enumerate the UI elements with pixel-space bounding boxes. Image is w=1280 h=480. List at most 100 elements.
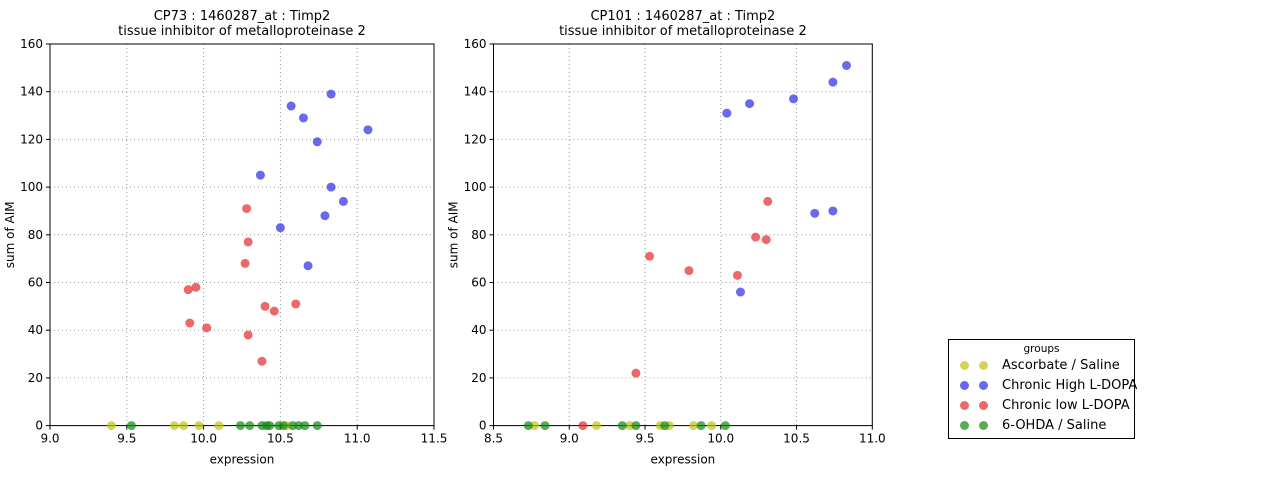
x-tick-label: 9.5 — [635, 432, 654, 446]
scatter-point — [720, 421, 730, 431]
scatter-point — [275, 223, 285, 233]
scatter-point — [202, 323, 212, 333]
scatter-point — [523, 421, 533, 431]
y-tick-label: 120 — [20, 132, 43, 146]
plot-title-line2: tissue inhibitor of metalloproteinase 2 — [559, 24, 807, 39]
scatter-point — [326, 182, 336, 192]
scatter-point — [578, 421, 588, 431]
legend-marker-icon — [960, 420, 969, 430]
x-tick-label: 10.0 — [190, 432, 217, 446]
y-tick-label: 140 — [464, 85, 487, 99]
x-tick-label: 9.0 — [560, 432, 579, 446]
scatter-point — [269, 306, 279, 316]
legend-marker-icon — [960, 380, 969, 390]
scatter-point — [631, 421, 641, 431]
scatter-point — [745, 99, 755, 109]
scatter-point — [191, 282, 201, 292]
scatter-point — [260, 301, 270, 311]
scatter-point — [789, 94, 799, 104]
legend-entry-label: 6-OHDA / Saline — [1002, 417, 1107, 433]
scatter-point — [300, 421, 310, 431]
scatter-point — [696, 421, 706, 431]
scatter-point — [185, 318, 195, 328]
y-tick-label: 0 — [479, 419, 487, 433]
scatter-point — [312, 137, 322, 147]
y-tick-label: 60 — [471, 276, 486, 290]
scatter-point — [751, 232, 761, 242]
y-tick-label: 20 — [471, 371, 486, 385]
legend-entry: 6-OHDA / Saline — [949, 415, 1134, 435]
legend-entry: Chronic low L-DOPA — [949, 395, 1134, 415]
legend: groups Ascorbate / Saline Chronic High L-… — [948, 339, 1138, 439]
scatter-point — [179, 421, 189, 431]
scatter-point — [707, 421, 717, 431]
scatter-point — [169, 421, 179, 431]
scatter-point — [828, 206, 838, 216]
x-tick-label: 10.5 — [783, 432, 810, 446]
y-tick-label: 40 — [28, 323, 43, 337]
y-tick-label: 60 — [28, 276, 43, 290]
x-tick-label: 11.0 — [859, 432, 886, 446]
legend-title: groups — [1023, 343, 1060, 355]
scatter-point — [540, 421, 550, 431]
legend-marker-icon — [979, 400, 988, 410]
scatter-point — [592, 421, 602, 431]
y-tick-label: 20 — [28, 371, 43, 385]
scatter-point — [242, 204, 252, 214]
y-tick-label: 0 — [35, 419, 43, 433]
y-tick-label: 40 — [471, 323, 486, 337]
scatter-point — [763, 196, 773, 206]
plot-title-line2: tissue inhibitor of metalloproteinase 2 — [118, 24, 366, 39]
scatter-point — [183, 285, 193, 295]
scatter-point — [298, 113, 308, 123]
y-tick-label: 160 — [464, 37, 487, 51]
scatter-point — [631, 368, 641, 378]
scatter-point — [194, 421, 204, 431]
legend-entry-label: Chronic low L-DOPA — [1002, 397, 1130, 413]
y-tick-label: 100 — [20, 180, 43, 194]
scatter-point — [303, 261, 313, 271]
scatter-point — [245, 421, 255, 431]
scatter-point — [761, 235, 771, 245]
legend-entry: Chronic High L-DOPA — [949, 375, 1138, 395]
y-tick-label: 80 — [471, 228, 486, 242]
scatter-point — [660, 421, 670, 431]
y-axis-label: sum of AIM — [3, 201, 17, 268]
scatter-point — [126, 421, 136, 431]
scatter-point — [828, 77, 838, 87]
scatter-point — [320, 211, 330, 221]
scatter-point — [810, 208, 820, 218]
scatter-point — [684, 266, 694, 276]
scatter-point — [842, 60, 852, 70]
y-tick-label: 80 — [28, 228, 43, 242]
legend-marker-icon — [979, 360, 988, 370]
legend-entry: Ascorbate / Saline — [949, 355, 1134, 375]
x-axis-label: expression — [651, 453, 716, 467]
x-tick-label: 11.0 — [344, 432, 371, 446]
x-tick-label: 8.5 — [484, 432, 503, 446]
x-tick-label: 11.5 — [421, 432, 448, 446]
scatter-point — [243, 237, 253, 247]
plot-title-line1: CP101 : 1460287_at : Timp2 — [590, 9, 775, 24]
x-tick-label: 9.0 — [40, 432, 59, 446]
x-axis-label: expression — [210, 453, 275, 467]
legend-marker-icon — [979, 380, 988, 390]
scatter-point — [243, 330, 253, 340]
scatter-point — [265, 421, 275, 431]
legend-entry-label: Chronic High L-DOPA — [1002, 377, 1138, 393]
legend-marker-icon — [960, 400, 969, 410]
scatter-point — [235, 421, 245, 431]
scatter-point — [106, 421, 116, 431]
scatter-point — [338, 196, 348, 206]
scatter-point — [732, 270, 742, 280]
y-tick-label: 160 — [20, 37, 43, 51]
scatter-point — [255, 170, 265, 180]
scatter-point — [363, 125, 373, 135]
scatter-point — [240, 258, 250, 268]
scatter-point — [291, 299, 301, 309]
legend-marker-icon — [960, 360, 969, 370]
legend-marker-icon — [979, 420, 988, 430]
plot-title-line1: CP73 : 1460287_at : Timp2 — [154, 9, 331, 24]
legend-entry-label: Ascorbate / Saline — [1002, 357, 1120, 373]
